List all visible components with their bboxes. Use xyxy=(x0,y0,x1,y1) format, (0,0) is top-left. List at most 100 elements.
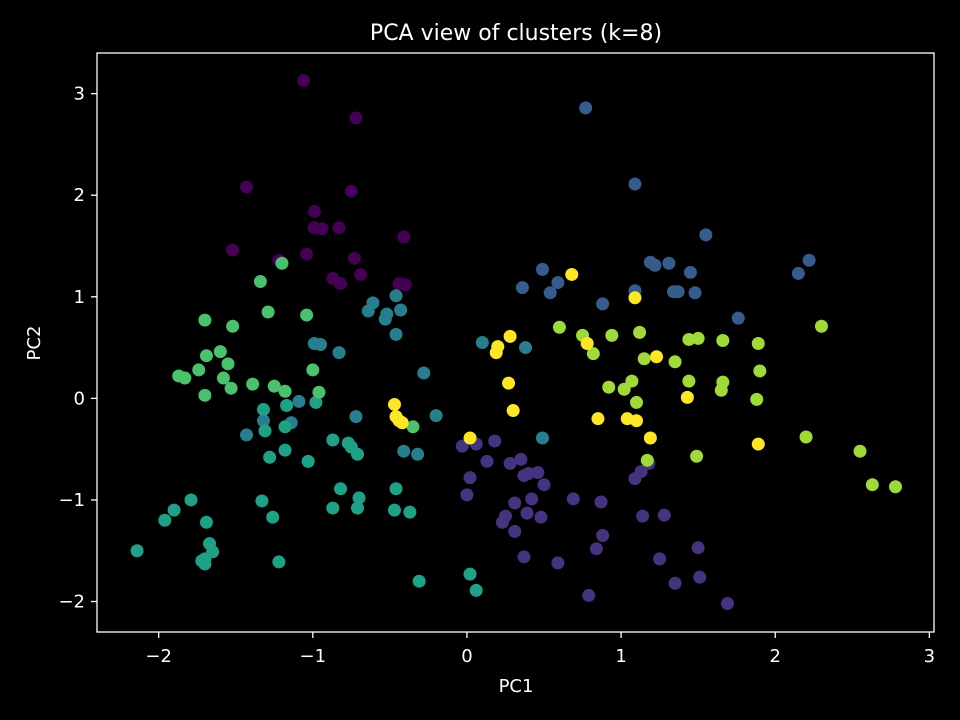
data-point xyxy=(594,495,608,509)
data-point xyxy=(628,291,642,305)
data-point xyxy=(263,450,277,464)
data-point xyxy=(565,267,579,281)
data-point xyxy=(551,276,565,290)
data-point xyxy=(256,414,270,428)
data-point xyxy=(699,228,713,242)
x-tick-label: −2 xyxy=(145,646,172,667)
x-axis-label: PC1 xyxy=(499,676,534,697)
data-point xyxy=(417,366,431,380)
data-point xyxy=(297,73,311,87)
data-point xyxy=(520,506,534,520)
x-tick-label: 3 xyxy=(924,646,935,667)
data-point xyxy=(636,509,650,523)
data-point xyxy=(753,364,767,378)
data-point xyxy=(158,513,172,527)
data-point xyxy=(586,347,600,361)
data-point xyxy=(469,583,483,597)
data-point xyxy=(411,447,425,461)
data-point xyxy=(246,377,260,391)
data-point xyxy=(814,319,828,333)
data-point xyxy=(198,557,212,571)
data-point xyxy=(199,515,213,529)
points-layer xyxy=(130,73,902,611)
data-point xyxy=(395,416,409,430)
data-point xyxy=(596,529,610,542)
data-point xyxy=(351,501,365,515)
data-point xyxy=(671,285,685,299)
data-point xyxy=(657,508,671,522)
data-point xyxy=(489,346,503,360)
data-point xyxy=(716,333,730,347)
data-point xyxy=(630,395,644,409)
data-point xyxy=(344,184,358,198)
data-point xyxy=(535,262,549,276)
data-point xyxy=(791,266,805,280)
data-point xyxy=(300,308,314,322)
data-point xyxy=(403,505,417,519)
data-point xyxy=(178,371,192,385)
x-axis: −2 −1 0 1 2 3 xyxy=(145,632,935,667)
data-point xyxy=(714,383,728,397)
data-point xyxy=(256,403,270,417)
data-point xyxy=(275,256,289,270)
plot-frame xyxy=(96,52,935,633)
data-point xyxy=(602,380,616,394)
data-point xyxy=(591,412,605,426)
data-point xyxy=(463,567,477,581)
data-point xyxy=(653,552,667,566)
x-tick-label: 2 xyxy=(770,646,781,667)
data-point xyxy=(853,444,867,458)
data-point xyxy=(605,328,619,342)
data-point xyxy=(272,555,286,569)
data-point xyxy=(224,381,238,395)
data-point xyxy=(326,501,340,515)
data-point xyxy=(506,404,520,418)
data-point xyxy=(198,313,212,327)
data-point xyxy=(412,574,426,588)
data-point xyxy=(628,177,642,191)
data-point xyxy=(463,431,477,445)
data-point xyxy=(255,494,269,508)
data-point xyxy=(683,265,697,279)
data-point xyxy=(280,398,294,412)
data-point xyxy=(429,409,443,423)
data-point xyxy=(691,541,705,555)
data-point xyxy=(628,472,642,486)
data-point xyxy=(799,430,813,444)
data-point xyxy=(720,597,734,611)
data-point xyxy=(292,394,306,408)
data-point xyxy=(278,384,292,398)
data-point xyxy=(216,371,230,385)
data-point xyxy=(312,385,326,399)
x-tick-label: −1 xyxy=(300,646,327,667)
data-point xyxy=(307,204,321,218)
data-point xyxy=(301,454,315,468)
data-point xyxy=(226,319,240,333)
data-point xyxy=(525,492,539,506)
data-point xyxy=(387,503,401,517)
data-point xyxy=(314,338,328,352)
data-point xyxy=(389,289,403,303)
data-point xyxy=(394,303,408,317)
data-point xyxy=(226,243,240,257)
data-point xyxy=(332,346,346,360)
data-point xyxy=(751,437,765,451)
data-point xyxy=(691,331,705,345)
data-point xyxy=(888,480,902,494)
data-point xyxy=(309,395,323,409)
y-tick-label: 0 xyxy=(74,388,85,409)
data-point xyxy=(354,267,368,281)
data-point xyxy=(531,466,545,480)
data-point xyxy=(406,420,420,434)
data-point xyxy=(537,478,551,492)
data-point xyxy=(278,420,292,434)
data-point xyxy=(643,431,657,445)
data-point xyxy=(650,350,664,364)
data-point xyxy=(551,556,565,570)
data-point xyxy=(397,444,411,458)
y-tick-label: −1 xyxy=(58,490,85,511)
data-point xyxy=(731,311,745,325)
data-point xyxy=(240,428,254,442)
